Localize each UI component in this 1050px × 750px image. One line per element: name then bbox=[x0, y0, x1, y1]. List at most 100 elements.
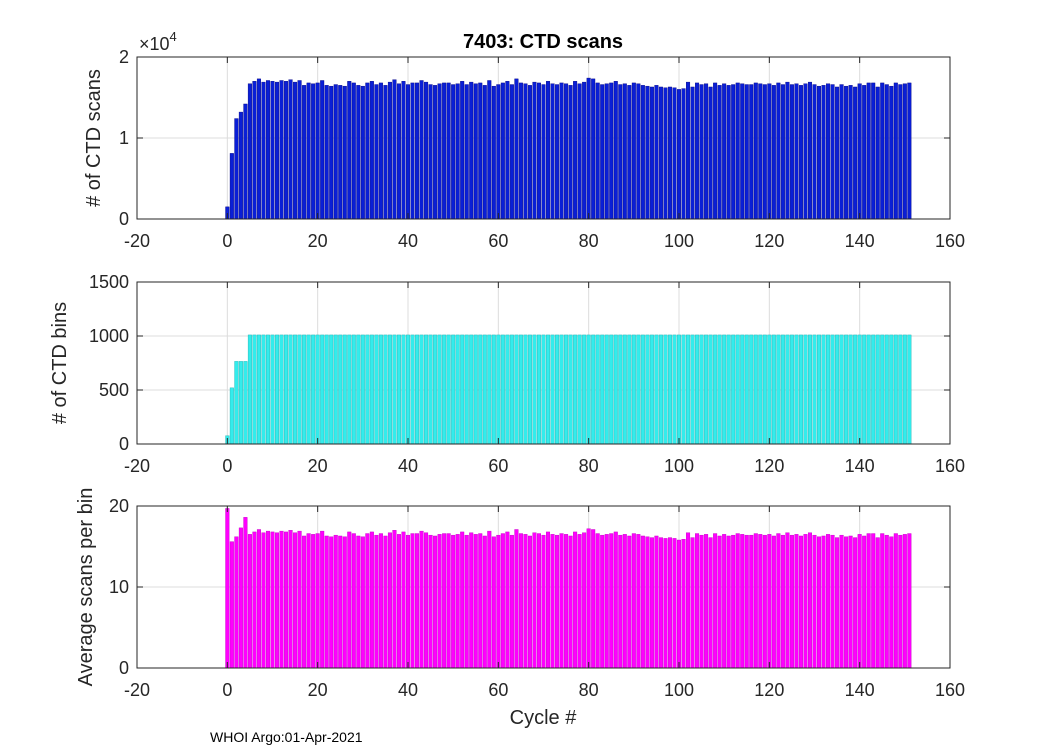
average-bar bbox=[509, 534, 514, 669]
average-bar bbox=[604, 534, 609, 669]
bins-bar bbox=[844, 334, 849, 445]
scans-bar bbox=[884, 84, 889, 220]
bins-bar bbox=[907, 334, 912, 445]
average-bar bbox=[663, 538, 668, 669]
average-bar bbox=[527, 535, 532, 669]
bins-bar bbox=[270, 334, 275, 445]
average-bar bbox=[437, 534, 442, 669]
average-bar bbox=[424, 532, 429, 669]
average-bar bbox=[288, 530, 293, 669]
bins-bar bbox=[442, 334, 447, 445]
bins-bar bbox=[491, 334, 496, 445]
bins-bar bbox=[631, 334, 636, 445]
average-bar bbox=[762, 534, 767, 669]
average-bar bbox=[735, 533, 740, 669]
scans-bar bbox=[604, 83, 609, 220]
average-y-tick-label: 10 bbox=[109, 577, 129, 597]
bins-bar bbox=[803, 334, 808, 445]
bins-y-tick-label: 0 bbox=[119, 434, 129, 454]
average-bar bbox=[243, 517, 248, 669]
bins-bar bbox=[830, 334, 835, 445]
average-bar bbox=[595, 533, 600, 669]
scans-bar bbox=[559, 82, 564, 220]
scans-exponent-power: 4 bbox=[170, 29, 177, 44]
scans-bar bbox=[500, 82, 505, 220]
average-bar bbox=[704, 534, 709, 669]
scans-bar bbox=[265, 80, 270, 220]
average-bar bbox=[505, 531, 510, 669]
bins-bar bbox=[564, 334, 569, 445]
average-bar bbox=[256, 529, 261, 669]
average-bar bbox=[500, 533, 505, 669]
average-bar bbox=[771, 535, 776, 669]
scans-bar bbox=[695, 82, 700, 220]
average-bar bbox=[880, 533, 885, 669]
average-bar bbox=[835, 537, 840, 669]
average-bar bbox=[848, 535, 853, 669]
average-bar bbox=[392, 530, 397, 669]
average-bar bbox=[464, 534, 469, 669]
bins-bar bbox=[518, 334, 523, 445]
average-x-tick-label: -20 bbox=[124, 680, 150, 700]
average-bar bbox=[360, 536, 365, 669]
scans-bar bbox=[762, 84, 767, 220]
scans-bar bbox=[378, 82, 383, 220]
scans-x-tick-label: 60 bbox=[488, 231, 508, 251]
bins-bar bbox=[437, 334, 442, 445]
bins-bar bbox=[573, 334, 578, 445]
average-bar bbox=[776, 533, 781, 669]
scans-bar bbox=[835, 86, 840, 220]
bins-bar bbox=[514, 334, 519, 445]
average-y-axis-label: Average scans per bin bbox=[75, 488, 97, 687]
scans-bar bbox=[767, 83, 772, 220]
average-x-tick-label: 80 bbox=[579, 680, 599, 700]
bins-bar bbox=[798, 334, 803, 445]
average-bar bbox=[433, 535, 438, 669]
average-bar bbox=[415, 533, 420, 669]
average-bar bbox=[284, 531, 289, 669]
bins-bar bbox=[320, 334, 325, 445]
bins-bar bbox=[609, 334, 614, 445]
bins-bar bbox=[550, 334, 555, 445]
bins-bar bbox=[893, 334, 898, 445]
scans-bar bbox=[713, 82, 718, 220]
bins-bar bbox=[392, 334, 397, 445]
average-bar bbox=[541, 534, 546, 669]
average-bar bbox=[324, 535, 329, 669]
bins-bar bbox=[473, 334, 478, 445]
average-bar bbox=[234, 536, 239, 669]
scans-bar bbox=[704, 83, 709, 220]
scans-bar bbox=[830, 84, 835, 220]
scans-bar bbox=[771, 85, 776, 220]
average-bar bbox=[676, 539, 682, 669]
scans-bar bbox=[229, 153, 234, 220]
bins-bar bbox=[288, 334, 293, 445]
bins-y-tick-label: 1000 bbox=[89, 326, 129, 346]
bins-x-tick-label: 140 bbox=[845, 456, 875, 476]
bins-bar bbox=[627, 334, 632, 445]
average-bar bbox=[451, 534, 456, 669]
scans-bar bbox=[789, 84, 794, 220]
bins-bar bbox=[586, 334, 591, 445]
scans-bar bbox=[699, 84, 704, 220]
bins-bar bbox=[351, 334, 356, 445]
average-bar bbox=[717, 535, 722, 669]
bins-bar bbox=[577, 334, 582, 445]
bins-bar bbox=[780, 334, 785, 445]
bins-x-tick-label: 100 bbox=[664, 456, 694, 476]
average-bar bbox=[320, 530, 325, 669]
scans-bar bbox=[722, 83, 727, 220]
average-bar bbox=[627, 535, 632, 669]
bins-bar bbox=[681, 334, 686, 445]
bins-bar bbox=[686, 334, 691, 445]
bins-bar bbox=[726, 334, 731, 445]
scans-bar bbox=[622, 83, 627, 220]
scans-bar bbox=[261, 81, 266, 220]
average-bar bbox=[740, 534, 745, 669]
bins-x-tick-label: 60 bbox=[488, 456, 508, 476]
average-bar bbox=[546, 531, 551, 669]
scans-x-tick-label: 160 bbox=[935, 231, 965, 251]
bins-bar bbox=[690, 334, 695, 445]
scans-bar bbox=[302, 85, 307, 220]
average-bar bbox=[844, 536, 849, 669]
